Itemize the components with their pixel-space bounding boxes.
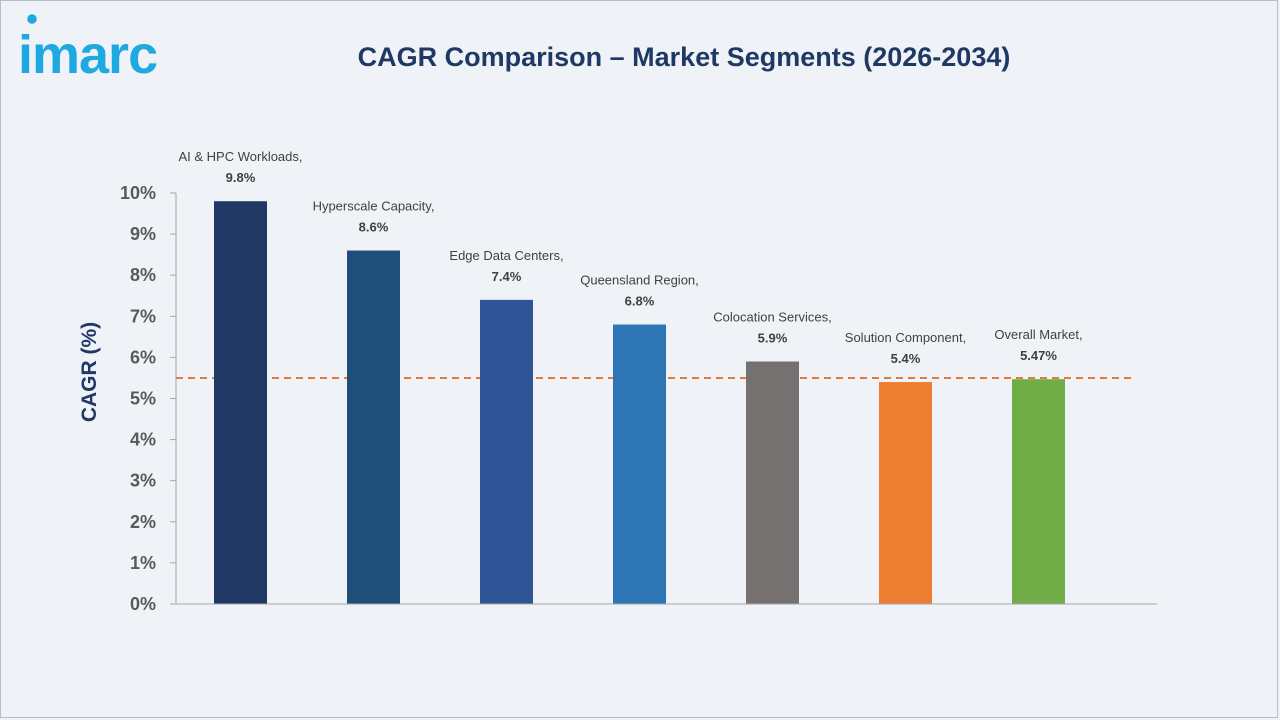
bar — [1012, 379, 1065, 604]
bar-value-label: 7.4% — [492, 269, 522, 284]
imarc-logo: imarc — [18, 14, 203, 87]
bar — [480, 299, 533, 604]
y-axis: 0% 1% 2% 3% 4% 5% 6% 7% 8% 9% 10% — [120, 183, 177, 614]
bar-category-label: AI & HPC Workloads, — [178, 149, 302, 164]
bar-value-label: 8.6% — [359, 220, 389, 235]
bars — [214, 201, 1065, 605]
y-tick-label: 8% — [130, 265, 156, 285]
bar-category-label: Hyperscale Capacity, — [313, 199, 435, 214]
bar-category-label: Colocation Services, — [713, 310, 832, 325]
y-tick-label: 2% — [130, 512, 156, 532]
chart-title: CAGR Comparison – Market Segments (2026-… — [357, 42, 1011, 72]
bar-value-label: 9.8% — [226, 170, 256, 185]
y-tick-label: 1% — [130, 553, 156, 573]
y-axis-title: CAGR (%) — [78, 322, 101, 422]
bar — [879, 382, 932, 604]
y-tick-label: 7% — [130, 306, 156, 326]
bar-value-label: 5.47% — [1020, 348, 1057, 363]
bar-value-label: 5.9% — [758, 331, 788, 346]
bar-category-label: Overall Market, — [994, 327, 1082, 342]
imarc-logo-icon: imarc — [18, 14, 158, 85]
bar-value-label: 6.8% — [625, 294, 655, 309]
bar-category-label: Solution Component, — [845, 330, 966, 345]
y-tick-label: 6% — [130, 347, 156, 367]
bar — [214, 201, 267, 604]
y-tick-label: 3% — [130, 471, 156, 491]
y-tick-label: 4% — [130, 430, 156, 450]
data-labels: AI & HPC Workloads, 9.8% Hyperscale Capaci… — [178, 149, 1082, 366]
y-tick-label: 10% — [120, 183, 156, 203]
bar — [347, 250, 400, 605]
y-tick-label: 9% — [130, 224, 156, 244]
y-tick-label: 0% — [130, 594, 156, 614]
bar — [613, 324, 666, 604]
bar-category-label: Queensland Region, — [580, 273, 699, 288]
bar-category-label: Edge Data Centers, — [449, 248, 563, 263]
y-tick-label: 5% — [130, 389, 156, 409]
bar — [746, 361, 799, 604]
bar-value-label: 5.4% — [891, 351, 921, 366]
svg-text:imarc: imarc — [18, 25, 157, 82]
